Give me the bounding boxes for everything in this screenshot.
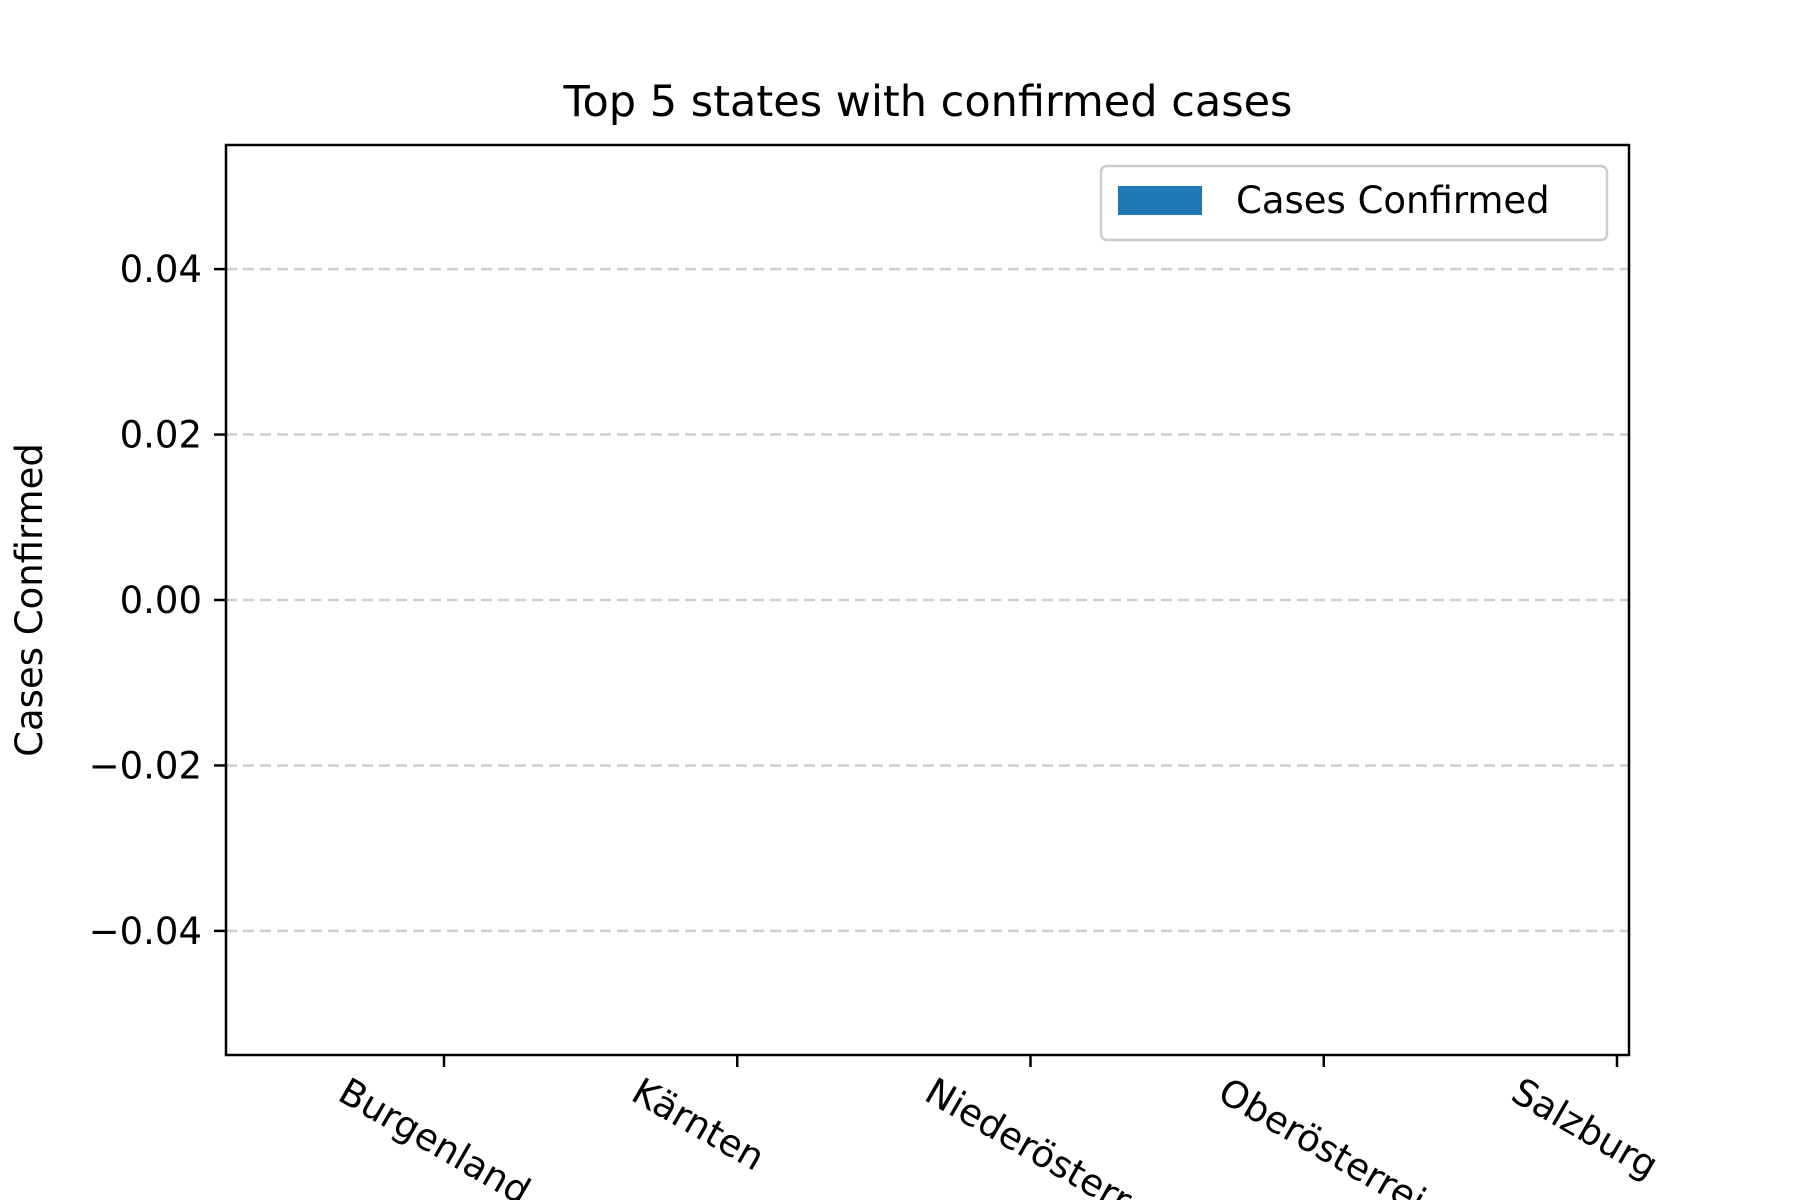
y-tick-label: −0.02 xyxy=(89,744,202,787)
y-tick-label: 0.02 xyxy=(120,414,202,457)
y-axis-ticks: −0.04 −0.02 0.00 0.02 0.04 xyxy=(89,248,226,953)
y-tick-label: −0.04 xyxy=(89,910,202,953)
y-tick-label: 0.04 xyxy=(120,248,202,291)
y-tick-label: 0.00 xyxy=(120,579,202,622)
legend: Cases Confirmed xyxy=(1099,164,1609,242)
y-axis-label: Cases Confirmed xyxy=(8,443,51,757)
grid-lines xyxy=(226,267,1629,933)
legend-label: Cases Confirmed xyxy=(1236,179,1550,222)
legend-box xyxy=(1099,164,1609,242)
legend-swatch xyxy=(1118,186,1202,215)
chart-title: Top 5 states with confirmed cases xyxy=(563,77,1293,127)
